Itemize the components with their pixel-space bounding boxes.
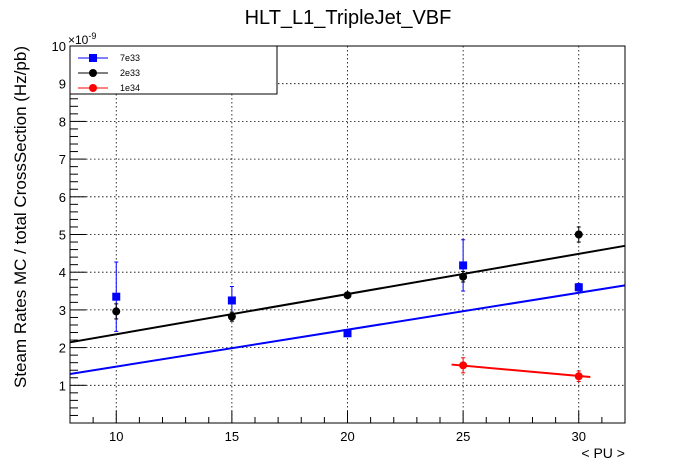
fit-line-1e34 <box>451 363 591 379</box>
data-point-2e33 <box>574 230 583 239</box>
x-axis-label: < PU > <box>581 445 625 461</box>
y-tick-label: 9 <box>59 77 66 92</box>
legend-marker-1e34 <box>89 84 97 92</box>
y-tick-label: 10 <box>52 39 66 54</box>
data-point-7e33 <box>343 329 352 338</box>
legend-marker-7e33 <box>89 54 97 62</box>
data-point-7e33 <box>574 283 583 292</box>
y-tick-label: 5 <box>59 228 66 243</box>
x-tick-label: 15 <box>225 429 239 444</box>
y-tick-label: 2 <box>59 341 66 356</box>
data-point-2e33 <box>112 307 121 316</box>
y-axis-label: Steam Rates MC / total CrossSection (Hz/… <box>11 46 30 388</box>
y-axis-exponent: ×10-9 <box>68 31 96 47</box>
y-tick-label: 4 <box>59 265 66 280</box>
y-tick-label: 6 <box>59 190 66 205</box>
x-tick-label: 10 <box>109 429 123 444</box>
data-point-2e33 <box>343 291 352 300</box>
data-point-2e33 <box>459 272 468 281</box>
y-tick-label: 3 <box>59 303 66 318</box>
x-tick-label: 25 <box>456 429 470 444</box>
y-tick-label: 8 <box>59 114 66 129</box>
data-point-7e33 <box>227 296 236 305</box>
legend-label-7e33: 7e33 <box>120 53 140 63</box>
y-tick-label: 7 <box>59 152 66 167</box>
data-point-1e34 <box>574 372 583 381</box>
x-tick-label: 20 <box>340 429 354 444</box>
x-tick-label: 30 <box>572 429 586 444</box>
data-point-2e33 <box>227 312 236 321</box>
data-points <box>112 226 583 383</box>
data-point-7e33 <box>112 292 121 301</box>
data-point-7e33 <box>459 261 468 270</box>
legend-label-1e34: 1e34 <box>120 83 140 93</box>
data-point-1e34 <box>459 361 468 370</box>
legend-box <box>69 45 278 95</box>
y-tick-label: 1 <box>59 378 66 393</box>
legend-label-2e33: 2e33 <box>120 68 140 78</box>
chart-title: HLT_L1_TripleJet_VBF <box>245 7 452 29</box>
plot-frame <box>69 45 626 424</box>
legend-entries: 7e33 2e33 1e34 <box>78 53 140 93</box>
legend: 7e33 2e33 1e34 <box>69 45 278 95</box>
axes: 10 15 20 25 30 1 2 3 4 5 6 7 8 9 10 <box>52 39 626 444</box>
legend-marker-2e33 <box>89 69 97 77</box>
